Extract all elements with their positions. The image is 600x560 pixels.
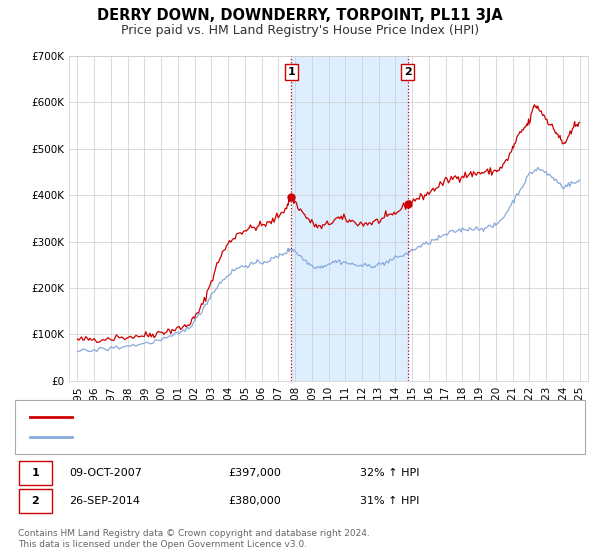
Text: 2: 2	[404, 67, 412, 77]
Bar	[291, 56, 407, 381]
Text: 31% ↑ HPI: 31% ↑ HPI	[360, 496, 419, 506]
Text: £397,000: £397,000	[228, 468, 281, 478]
Text: £380,000: £380,000	[228, 496, 281, 506]
Text: 2: 2	[32, 496, 39, 506]
Text: 1: 1	[287, 67, 295, 77]
Text: DERRY DOWN, DOWNDERRY, TORPOINT, PL11 3JA (detached house): DERRY DOWN, DOWNDERRY, TORPOINT, PL11 3J…	[81, 412, 460, 422]
Text: Price paid vs. HM Land Registry's House Price Index (HPI): Price paid vs. HM Land Registry's House …	[121, 24, 479, 36]
Text: 26-SEP-2014: 26-SEP-2014	[69, 496, 140, 506]
Text: 1: 1	[32, 468, 39, 478]
Text: 32% ↑ HPI: 32% ↑ HPI	[360, 468, 419, 478]
Text: DERRY DOWN, DOWNDERRY, TORPOINT, PL11 3JA: DERRY DOWN, DOWNDERRY, TORPOINT, PL11 3J…	[97, 8, 503, 24]
Text: HPI: Average price, detached house, Cornwall: HPI: Average price, detached house, Corn…	[81, 432, 335, 442]
Text: Contains HM Land Registry data © Crown copyright and database right 2024.
This d: Contains HM Land Registry data © Crown c…	[18, 529, 370, 549]
Text: 09-OCT-2007: 09-OCT-2007	[69, 468, 142, 478]
